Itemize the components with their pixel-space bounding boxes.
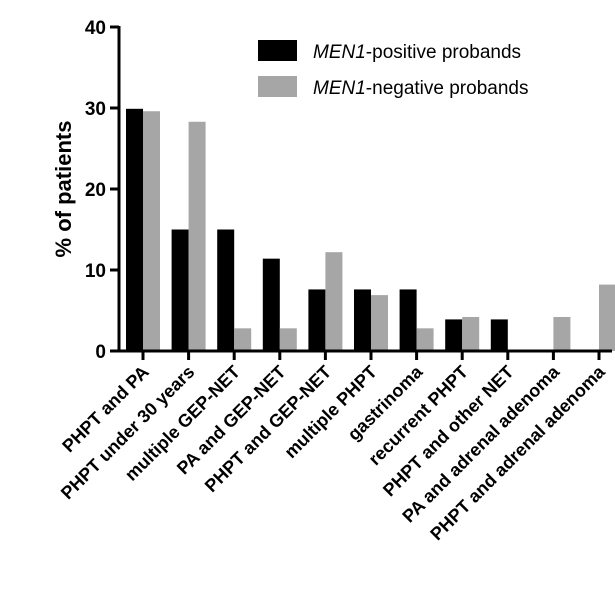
bar-men1-positive	[490, 319, 508, 351]
y-axis-title: % of patients	[51, 121, 76, 258]
bar-men1-negative	[462, 316, 480, 351]
bar-men1-positive	[262, 258, 280, 351]
bar-men1-positive	[126, 108, 143, 351]
legend-swatch-negative	[258, 76, 297, 97]
bar-men1-negative	[553, 316, 571, 351]
bar-men1-negative	[279, 328, 297, 351]
bar-men1-positive	[354, 289, 371, 351]
y-tick-label: 30	[85, 99, 106, 120]
bar-men1-negative	[143, 111, 160, 352]
y-tick-label: 20	[85, 180, 106, 201]
bar-men1-negative	[599, 284, 615, 351]
y-tick-label: 10	[85, 261, 106, 282]
bar-men1-positive	[445, 319, 463, 351]
y-ticks: 0 10 20 30 40	[85, 18, 119, 363]
bars-group	[126, 108, 615, 352]
bar-men1-negative	[234, 328, 252, 351]
bar-men1-negative	[371, 295, 388, 351]
legend-label-negative: MEN1-negative probands	[313, 78, 528, 99]
legend-swatch-positive	[258, 40, 297, 61]
y-tick-label: 0	[95, 342, 106, 363]
bar-men1-negative	[416, 328, 434, 351]
legend-label-positive: MEN1-positive probands	[313, 42, 521, 63]
bar-men1-positive	[217, 229, 235, 351]
bar-men1-negative	[188, 121, 206, 352]
bar-men1-positive	[308, 289, 326, 351]
bar-men1-positive	[171, 229, 189, 351]
x-ticks	[141, 351, 601, 360]
bar-men1-negative	[325, 252, 343, 351]
y-tick-label: 40	[85, 18, 106, 39]
bar-men1-positive	[399, 289, 417, 351]
legend: MEN1-positive probands MEN1-negative prob…	[258, 40, 528, 99]
